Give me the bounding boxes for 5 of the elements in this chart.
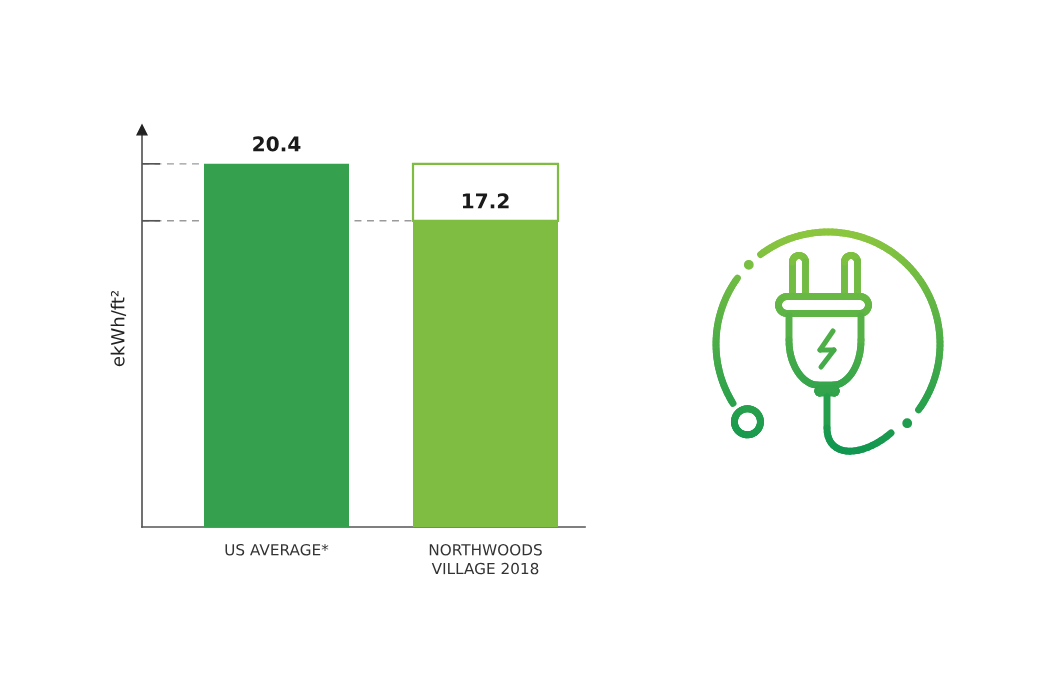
y-axis-title: ekWh/ft² [110, 290, 127, 367]
data-label: 20.4 [253, 136, 301, 152]
x-tick-label: US AVERAGE* [225, 543, 329, 556]
data-label: 17.2 [462, 193, 509, 209]
x-tick-label: NORTHWOODS VILLAGE 2018 [429, 543, 542, 575]
